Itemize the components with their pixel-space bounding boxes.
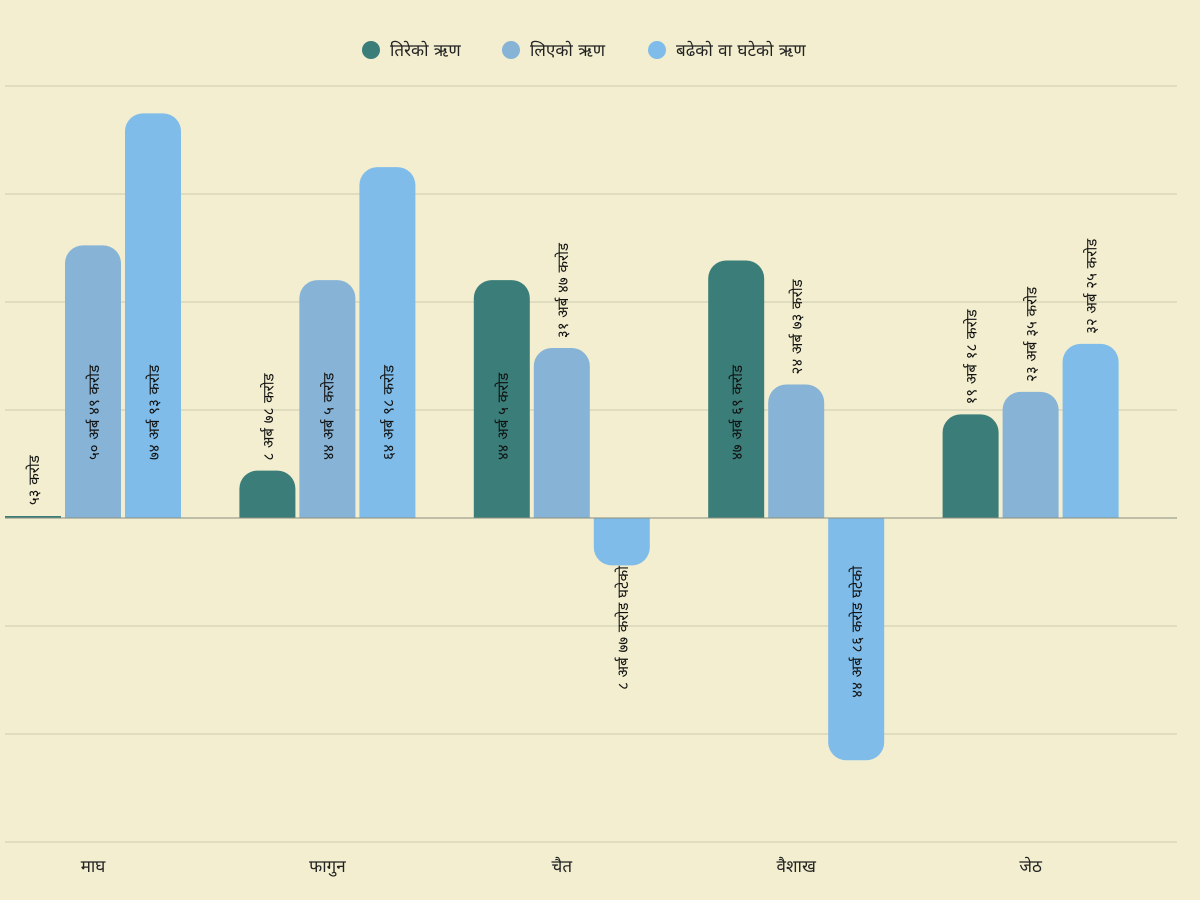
bar-repaid-3 bbox=[708, 260, 765, 518]
legend-item-repaid: तिरेको ऋण bbox=[362, 40, 461, 61]
data-label-borrowed-4: २३ अर्ब ३५ करोड bbox=[1023, 286, 1041, 382]
category-label-2: चैत bbox=[552, 856, 573, 877]
bar-change-0 bbox=[125, 113, 181, 519]
legend-swatch-repaid bbox=[362, 41, 380, 59]
category-label-4: जेठ bbox=[1019, 856, 1043, 877]
data-label-repaid-3: ४७ अर्ब ६९ करोड bbox=[728, 364, 746, 460]
bars bbox=[5, 113, 1119, 761]
bar-change-4 bbox=[1062, 343, 1119, 518]
legend-item-borrowed: लिएको ऋण bbox=[502, 40, 606, 61]
bar-change-2 bbox=[593, 518, 650, 566]
data-label-repaid-2: ४४ अर्ब ५ करोड bbox=[494, 372, 512, 460]
data-label-borrowed-3: २४ अर्ब ७३ करोड bbox=[788, 278, 806, 374]
legend-swatch-change bbox=[648, 41, 666, 59]
bar-repaid-4 bbox=[942, 414, 999, 518]
data-label-borrowed-1: ४४ अर्ब ५ करोड bbox=[319, 372, 337, 460]
bar-borrowed-2 bbox=[533, 348, 590, 518]
data-label-borrowed-2: ३१ अर्ब ४७ करोड bbox=[554, 242, 572, 338]
bar-repaid-1 bbox=[239, 470, 296, 518]
data-labels: ५३ करोड ५० अर्ब ४९ करोड ७४ अर्ब ९३ करोड ८ अ… bbox=[25, 238, 1101, 698]
bar-change-1 bbox=[359, 167, 416, 518]
category-label-3: वैशाख bbox=[777, 856, 817, 877]
gridlines bbox=[5, 85, 1177, 843]
bar-borrowed-1 bbox=[299, 280, 356, 518]
legend-label-borrowed: लिएको ऋण bbox=[530, 40, 606, 61]
bar-change-3 bbox=[828, 518, 885, 761]
data-label-repaid-0: ५३ करोड bbox=[25, 454, 43, 505]
data-label-change-4: ३२ अर्ब २५ करोड bbox=[1083, 238, 1101, 334]
legend-label-change: बढेको वा घटेको ऋण bbox=[676, 40, 806, 61]
data-label-borrowed-0: ५० अर्ब ४९ करोड bbox=[85, 364, 103, 460]
bar-borrowed-4 bbox=[1002, 391, 1059, 518]
category-label-0: माघ bbox=[81, 857, 107, 877]
bar-borrowed-0 bbox=[65, 245, 121, 518]
legend-label-repaid: तिरेको ऋण bbox=[390, 40, 461, 61]
data-label-repaid-1: ८ अर्ब ७८ करोड bbox=[259, 372, 277, 460]
data-label-change-3: ४४ अर्ब ८६ करोड घटेको bbox=[848, 565, 866, 698]
legend-swatch-borrowed bbox=[502, 41, 520, 59]
data-label-change-0: ७४ अर्ब ९३ करोड bbox=[145, 364, 163, 460]
category-labels: माघ फागुन चैत वैशाख जेठ bbox=[81, 856, 1043, 877]
bar-repaid-2 bbox=[473, 280, 530, 518]
data-label-change-1: ६४ अर्ब ९८ करोड bbox=[379, 364, 397, 460]
data-label-repaid-4: १९ अर्ब १८ करोड bbox=[963, 308, 981, 404]
bar-borrowed-3 bbox=[768, 384, 825, 518]
category-label-1: फागुन bbox=[309, 857, 346, 877]
legend-item-change: बढेको वा घटेको ऋण bbox=[648, 40, 806, 61]
data-label-change-2: ८ अर्ब ७७ करोड घटेको bbox=[614, 565, 632, 690]
legend: तिरेको ऋण लिएको ऋण बढेको वा घटेको ऋण bbox=[362, 40, 806, 61]
